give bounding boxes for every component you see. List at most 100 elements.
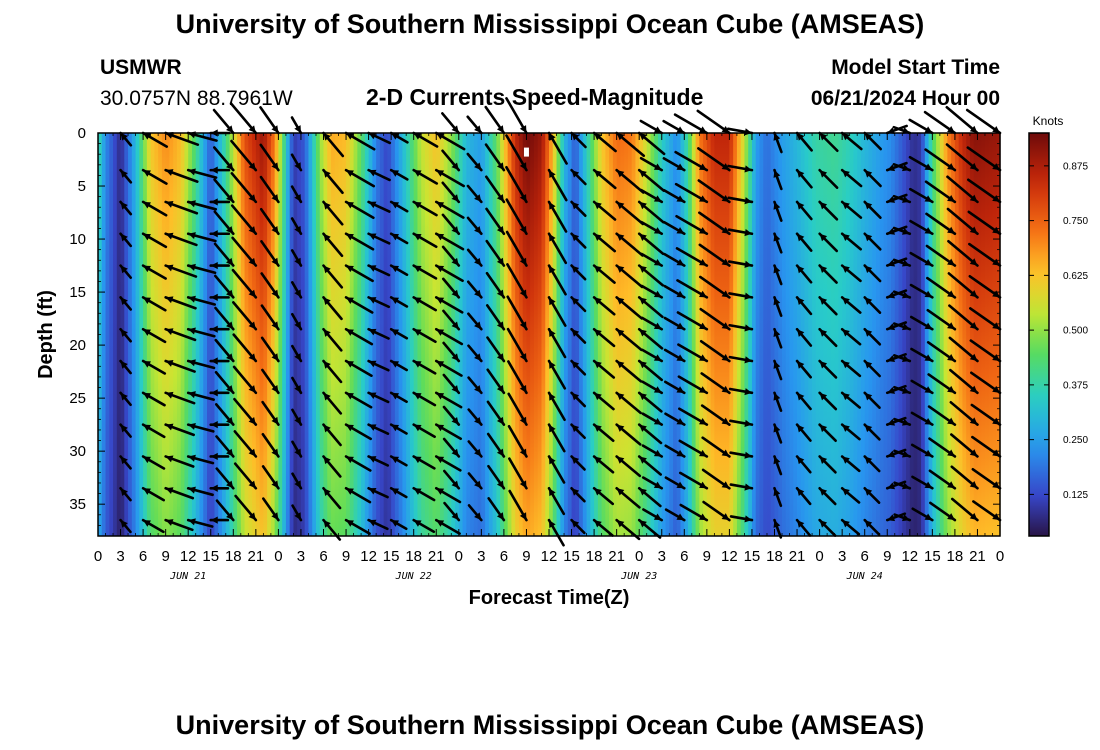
current-vector [908,187,934,204]
current-vector [259,175,280,204]
current-vector [214,370,235,395]
x-tick-label: 18 [225,548,242,565]
current-vector [675,247,709,267]
heatmap-column [139,133,144,536]
current-vector [229,102,258,135]
current-vector [389,359,409,372]
current-vector [485,304,506,331]
heatmap-column [973,133,979,536]
current-vector [965,108,1002,135]
current-vector [863,423,881,441]
current-vector [615,232,644,257]
heatmap-column [639,133,644,536]
current-vector [506,263,528,299]
current-vector [910,411,934,426]
heatmap-column [530,133,535,536]
heatmap-column [909,133,915,536]
heatmap-column [695,133,700,536]
heatmap-column [304,133,310,536]
current-vector [505,165,528,204]
heatmap-column [605,133,610,536]
x-tick-label: 0 [635,548,643,565]
heatmap-column [173,133,178,536]
heatmap-column [714,133,719,536]
current-vector [233,397,258,426]
heatmap-column [466,133,471,536]
current-vector [967,210,1002,236]
current-vector [434,264,464,283]
heatmap-column [951,133,956,536]
heatmap-column [939,133,945,536]
current-vector [291,344,303,363]
colorbar-tick-label: 0.250 [1063,435,1088,446]
current-vector [344,296,374,314]
heatmap-column [252,133,257,536]
current-vector [484,105,506,135]
heatmap-column [364,133,370,536]
current-vector [615,423,642,446]
current-vector [322,232,344,258]
current-vector [773,232,783,254]
current-vector [673,113,709,135]
heatmap-column [646,133,652,536]
current-vector [322,455,342,478]
heatmap-column [447,133,452,536]
current-vector [840,423,861,441]
heatmap-column [338,133,343,536]
current-vector [141,423,166,439]
current-vector [261,432,280,458]
heatmap-column [248,133,253,536]
current-vector [926,308,957,331]
current-vector [971,467,1002,490]
current-vector [818,264,838,284]
heatmap-column [590,133,595,536]
heatmap-column [158,133,163,536]
heatmap-column [477,133,482,536]
current-vector [232,301,258,331]
current-vector [863,131,883,151]
current-vector [950,433,979,458]
current-vector [615,327,643,352]
current-vector [885,384,907,395]
current-vector [209,261,230,270]
current-vector [818,296,838,316]
current-vector [947,239,979,267]
current-vector [728,323,754,332]
heatmap-column [703,133,708,536]
current-vector [261,465,280,490]
current-vector [818,423,837,442]
heatmap-column [342,133,347,536]
current-vector [505,198,528,236]
current-vector [212,108,235,135]
current-vector [141,391,166,407]
current-vector [678,407,709,426]
colorbar-tick-label: 0.375 [1063,380,1088,391]
x-tick-label: 3 [838,548,846,565]
current-vector [119,391,132,407]
current-vector [486,432,506,458]
current-vector [322,131,345,158]
heatmap-column [913,133,918,536]
current-vector [389,327,409,340]
current-vector [968,274,1002,299]
current-vector [637,486,662,508]
current-vector [507,424,528,458]
current-vector [547,423,566,453]
current-vector [434,168,466,188]
current-vector [818,455,837,474]
current-vector [637,327,664,350]
current-vector [592,391,615,411]
heatmap-column [293,133,298,536]
current-vector [840,232,862,251]
current-vector [676,311,709,331]
current-vector [674,182,709,204]
current-vector [119,264,133,279]
current-vector [698,211,731,236]
heatmap-column [233,133,238,536]
current-vector [186,263,217,275]
current-vector [290,249,303,267]
current-vector [231,236,258,267]
heatmap-column [898,133,903,536]
current-vector [818,232,839,253]
heatmap-column [849,133,855,536]
